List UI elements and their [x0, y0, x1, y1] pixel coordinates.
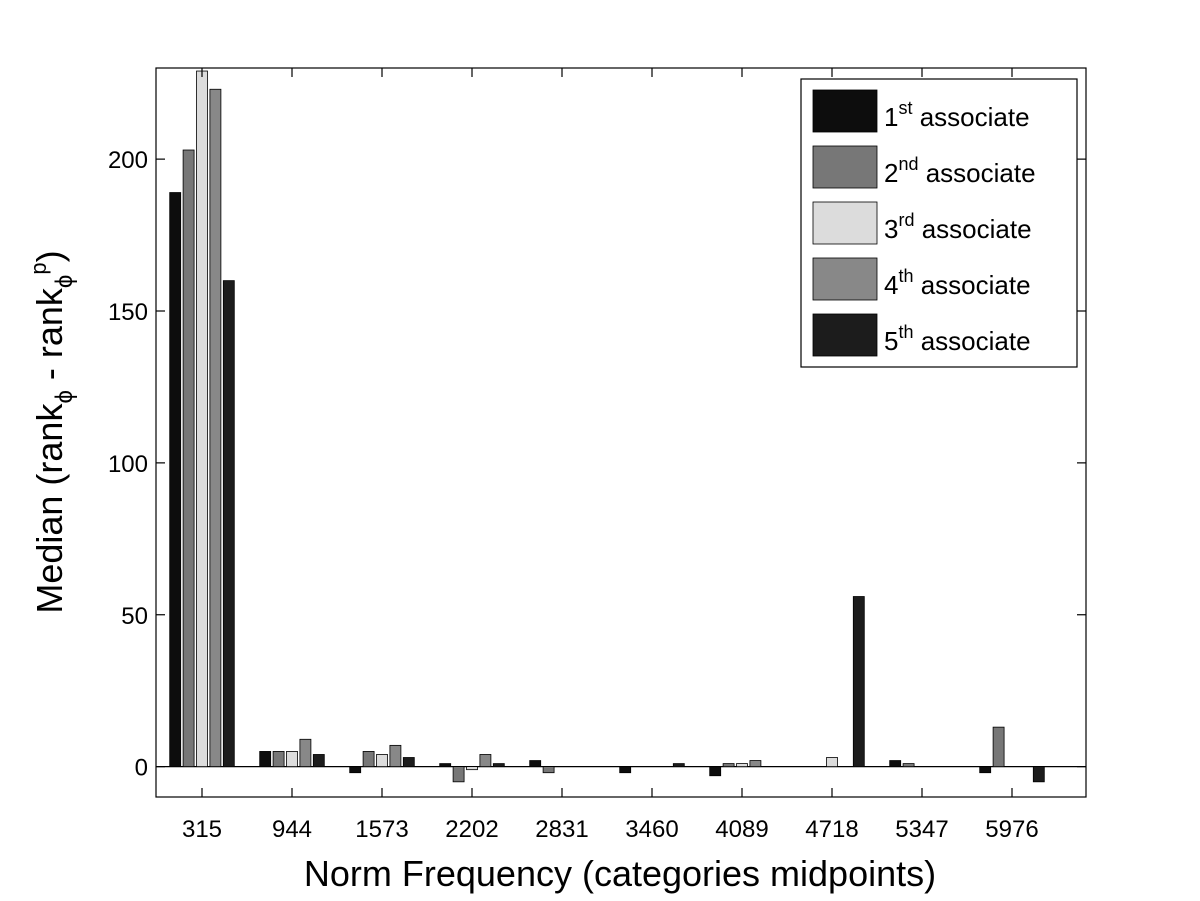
x-axis-ticks: 315 944 1573 2202 2831 3460 4089 4718 5347 5976	[182, 68, 1039, 843]
legend-label-series4: 4th associate	[884, 266, 1031, 300]
y-tick-label-150: 150	[108, 299, 148, 326]
bar-series1-5976	[979, 766, 992, 774]
x-tick-label-5976: 5976	[985, 816, 1038, 843]
x-tick-label-4718: 4718	[805, 816, 858, 843]
bar-series5-5976	[1032, 766, 1045, 783]
bar-series4-4089	[749, 760, 762, 768]
bar-series3-1573	[376, 754, 388, 768]
legend-swatch-series1	[812, 89, 878, 133]
bar-series2-1573	[362, 751, 375, 768]
bar-series1-2202	[439, 763, 452, 768]
y-label-middle: - rank	[29, 287, 70, 390]
x-tick-label-5347: 5347	[895, 816, 948, 843]
x-tick-label-315: 315	[182, 816, 222, 843]
x-tick-label-2202: 2202	[445, 816, 498, 843]
y-axis-ticks: 0 50 100 150 200	[108, 147, 1086, 782]
bar-series3-944	[286, 751, 298, 768]
bars-layer	[169, 70, 1045, 783]
bar-series4-2202	[479, 754, 492, 768]
bar-series3-2202	[466, 766, 478, 771]
bar-series5-4718	[852, 596, 865, 768]
x-tick-label-4089: 4089	[715, 816, 768, 843]
x-tick-label-3460: 3460	[625, 816, 678, 843]
bar-series1-2831	[529, 760, 542, 768]
bar-series5-3460	[672, 763, 685, 768]
legend-label-series1: 1st associate	[884, 98, 1030, 132]
bar-series1-4089	[709, 766, 722, 777]
bar-series4-944	[299, 738, 312, 768]
bar-series5-944	[312, 754, 325, 768]
bar-series5-2202	[492, 763, 505, 768]
bar-series2-315	[182, 149, 195, 768]
bar-series3-4718	[826, 757, 838, 768]
bar-series1-5347	[889, 760, 902, 768]
bar-series2-5976	[992, 726, 1005, 768]
bar-series5-1573	[402, 757, 415, 768]
y-tick-label-50: 50	[121, 603, 148, 630]
bar-series4-315	[209, 88, 222, 768]
bar-series2-2831	[542, 766, 555, 774]
bar-series3-4089	[736, 763, 748, 768]
bar-series2-2202	[452, 766, 465, 783]
x-axis-label: Norm Frequency (categories midpoints)	[304, 853, 936, 894]
bar-series2-5347	[902, 763, 915, 768]
legend-label-series2: 2nd associate	[884, 154, 1036, 188]
y-label-sup2: p	[26, 262, 51, 274]
bar-series4-1573	[389, 744, 402, 768]
legend-swatch-series3	[812, 201, 878, 245]
legend-swatch-series4	[812, 257, 878, 301]
y-tick-label-100: 100	[108, 451, 148, 478]
y-label-sub1: ϕ	[51, 390, 78, 403]
legend-label-series5: 5th associate	[884, 322, 1031, 356]
bar-series2-944	[272, 751, 285, 768]
y-label-suffix: )	[29, 250, 70, 262]
bar-series3-315	[196, 70, 208, 768]
y-label-sub2: ϕ	[51, 275, 78, 288]
bar-series1-3460	[619, 766, 632, 774]
y-tick-label-0: 0	[135, 755, 148, 782]
bar-series1-315	[169, 192, 182, 768]
y-axis-label: Median (rankϕ - rankϕp)	[26, 250, 78, 613]
bar-series5-315	[222, 280, 235, 768]
legend-label-series3: 3rd associate	[884, 210, 1032, 244]
bar-series2-4089	[722, 763, 735, 768]
legend-swatch-series2	[812, 145, 878, 189]
legend: 1st associate 2nd associate 3rd associate 4…	[800, 78, 1078, 368]
bar-series1-944	[259, 751, 272, 768]
y-label-prefix: Median (rank	[29, 403, 70, 614]
x-tick-label-2831: 2831	[535, 816, 588, 843]
bar-series1-1573	[349, 766, 362, 774]
x-tick-label-1573: 1573	[355, 816, 408, 843]
x-tick-label-944: 944	[272, 816, 312, 843]
y-tick-label-200: 200	[108, 147, 148, 174]
legend-swatch-series5	[812, 313, 878, 357]
